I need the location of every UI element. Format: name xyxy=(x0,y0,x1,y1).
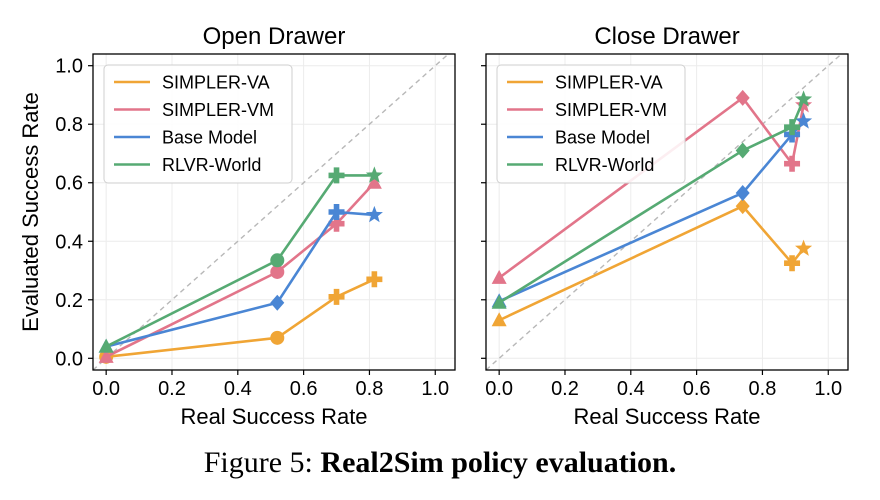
diagonal-reference-line xyxy=(92,53,449,371)
axes-frame xyxy=(485,53,849,371)
x-axis-label: Real Success Rate xyxy=(180,404,367,429)
data-point-triangle xyxy=(366,174,382,189)
x-tick-label: 0.0 xyxy=(92,378,120,400)
x-tick-label: 0.4 xyxy=(617,378,645,400)
figure-caption: Figure 5: Real2Sim policy evaluation. xyxy=(0,446,880,480)
data-point-circle xyxy=(270,253,285,268)
legend-box xyxy=(496,64,686,184)
data-point-plus xyxy=(328,204,345,220)
panel-open-drawer: 0.0 0.2 0.4 0.6 0.8 1.0 0.0 0.2 0.4 0.6 0.8 1.0 Open… xyxy=(55,23,456,429)
data-point-triangle xyxy=(491,312,507,327)
x-tick-label: 0.6 xyxy=(290,378,318,400)
data-point-plus xyxy=(784,155,801,172)
y-tick-label: 0.0 xyxy=(55,348,83,370)
legend-label: Base Model xyxy=(162,128,257,148)
y-tick-label: 0.2 xyxy=(55,290,83,312)
x-tick-label: 0.8 xyxy=(749,378,777,400)
y-tick-label: 0.8 xyxy=(55,114,83,136)
legend-label: RLVR-World xyxy=(162,155,261,175)
data-point-star xyxy=(365,166,383,183)
legend-label: SIMPLER-VA xyxy=(555,73,663,93)
y-tick-label: 1.0 xyxy=(55,56,83,78)
axes-frame xyxy=(92,53,456,371)
data-point-triangle xyxy=(491,294,507,309)
data-point-diamond xyxy=(735,198,750,215)
data-point-circle xyxy=(270,330,285,345)
legend: SIMPLER-VA SIMPLER-VM Base Model RLVR-World xyxy=(496,64,686,184)
data-point-star xyxy=(795,96,813,113)
data-point-diamond xyxy=(735,184,750,201)
caption-prefix: Figure 5: xyxy=(203,446,321,479)
legend-label: Base Model xyxy=(555,128,650,148)
caption-title: Real2Sim policy evaluation. xyxy=(320,446,677,479)
data-point-plus xyxy=(784,119,801,136)
x-tick-label: 1.0 xyxy=(421,378,449,400)
series-rlvr-world xyxy=(98,166,383,353)
y-axis-label: Evaluated Success Rate xyxy=(18,92,43,332)
x-tick-label: 0.6 xyxy=(683,378,711,400)
data-point-triangle xyxy=(98,338,114,353)
series-line xyxy=(498,204,805,322)
data-point-triangle xyxy=(98,348,114,363)
chart-title: Close Drawer xyxy=(594,23,739,50)
data-point-diamond xyxy=(735,142,750,159)
x-tick-label: 0.2 xyxy=(551,378,579,400)
x-tick-label: 0.8 xyxy=(356,378,384,400)
data-point-diamond xyxy=(735,89,750,106)
panel-close-drawer: 0.0 0.2 0.4 0.6 0.8 1.0 Close Drawer Real Succe… xyxy=(481,23,849,429)
figure: Evaluated Success Rate 0.0 0.2 0.4 0.6 0.8 1.… xyxy=(18,23,849,429)
data-point-triangle xyxy=(491,269,507,284)
series-simpler-va xyxy=(99,271,383,364)
data-point-plus xyxy=(328,288,345,305)
series-line xyxy=(105,210,375,348)
series-rlvr-world xyxy=(491,90,813,309)
data-point-plus xyxy=(328,167,345,184)
x-tick-label: 0.0 xyxy=(485,378,513,400)
legend: SIMPLER-VA SIMPLER-VM Base Model RLVR-World xyxy=(103,64,293,184)
chart-title: Open Drawer xyxy=(203,23,346,50)
legend-box xyxy=(103,64,293,184)
data-point-plus xyxy=(784,255,801,272)
series-line xyxy=(105,174,375,348)
series-line xyxy=(106,278,375,359)
x-tick-label: 1.0 xyxy=(814,378,842,400)
legend-label: SIMPLER-VM xyxy=(162,100,274,120)
data-point-star xyxy=(795,112,813,129)
x-tick-label: 0.4 xyxy=(224,378,252,400)
data-point-diamond xyxy=(270,294,285,311)
data-point-plus xyxy=(366,271,383,288)
x-tick-label: 0.2 xyxy=(158,378,186,400)
y-tick-label: 0.4 xyxy=(55,231,83,253)
series-line xyxy=(105,181,376,358)
diagonal-reference-line xyxy=(485,53,842,371)
data-point-star xyxy=(795,90,813,107)
data-point-star xyxy=(365,205,383,223)
legend-label: SIMPLER-VA xyxy=(162,73,270,93)
legend-label: SIMPLER-VM xyxy=(555,100,667,120)
data-point-plus xyxy=(328,215,345,232)
x-axis-label: Real Success Rate xyxy=(573,404,760,429)
legend-label: RLVR-World xyxy=(555,155,654,175)
y-tick-label: 0.6 xyxy=(55,173,83,195)
series-line xyxy=(498,98,805,304)
series-simpler-vm xyxy=(98,174,382,363)
data-point-star xyxy=(795,239,813,256)
series-simpler-va xyxy=(491,198,813,327)
data-point-circle xyxy=(270,264,285,279)
